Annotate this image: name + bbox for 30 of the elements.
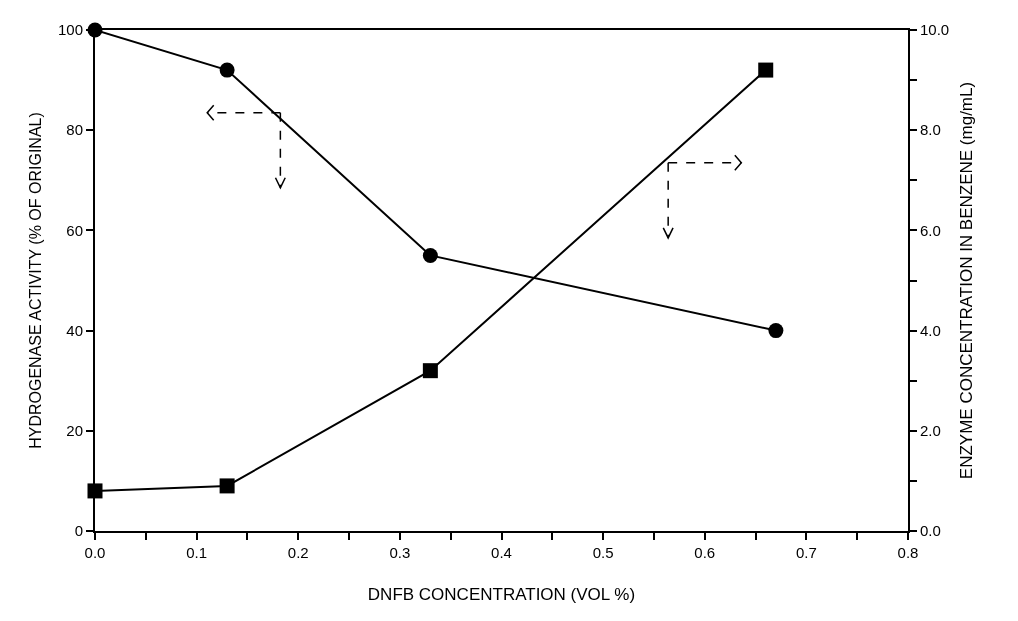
y-tick-label: 80: [66, 121, 83, 139]
x-tick-label: 0.1: [186, 544, 208, 561]
x-axis-title: DNFB CONCENTRATION (VOL %): [367, 584, 636, 604]
x-tick-label: 0.8: [897, 544, 919, 561]
y-tick-label: 100: [57, 21, 83, 39]
x-tick-label: 0.2: [287, 544, 309, 561]
y-tick-label: 0: [74, 522, 83, 540]
x-tick-label: 0.7: [795, 544, 817, 561]
y2-tick-label: 10.0: [920, 21, 950, 39]
y-tick-label: 60: [66, 221, 83, 239]
point: [768, 323, 784, 339]
x-tick-label: 0.3: [389, 544, 411, 561]
x-tick-label: 0.4: [491, 544, 512, 561]
point: [219, 478, 235, 494]
x-tick-label: 0.0: [84, 544, 106, 561]
y2-tick-label: 6.0: [920, 221, 941, 239]
point: [758, 62, 774, 78]
point: [422, 247, 438, 263]
point: [422, 363, 438, 379]
y2-tick-label: 0.0: [920, 522, 941, 540]
y-axis-title: HYDROGENASE ACTIVITY (% OF ORIGINAL): [27, 112, 45, 449]
y2-axis-title: ENZYME CONCENTRATION IN BENZENE (mg/mL): [957, 81, 977, 480]
x-tick-label: 0.6: [694, 544, 716, 561]
x-tick-label: 0.5: [592, 544, 614, 561]
y-tick-label: 20: [66, 422, 83, 440]
y2-tick-label: 8.0: [920, 121, 941, 139]
y2-tick-label: 2.0: [920, 422, 941, 440]
point: [219, 62, 235, 78]
y-tick-label: 40: [66, 321, 83, 339]
y2-tick-label: 4.0: [920, 321, 941, 339]
